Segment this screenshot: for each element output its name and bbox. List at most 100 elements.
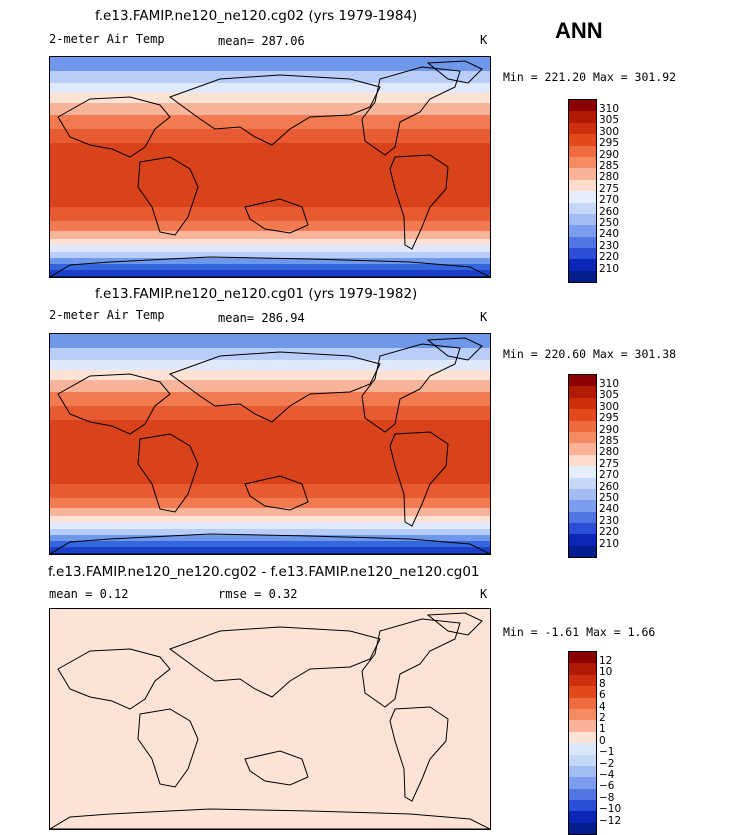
map-fill-band — [50, 392, 490, 407]
coastline — [389, 431, 449, 527]
coastline — [168, 626, 381, 698]
map-fill-band — [50, 115, 490, 130]
coastline — [57, 648, 171, 710]
colorbar-swatch — [569, 731, 596, 744]
coastline — [57, 373, 171, 435]
colorbar-swatch — [569, 743, 596, 755]
colorbar-swatch — [569, 134, 596, 146]
colorbar-swatch — [569, 375, 596, 387]
colorbar-swatch — [569, 811, 596, 823]
panel3-rmse: rmse = 0.32 — [218, 587, 298, 601]
panel1-variable-label: 2-meter Air Temp — [49, 32, 165, 46]
colorbar-tick-label: 295 — [599, 137, 620, 150]
colorbar-tick-label: 300 — [599, 125, 620, 138]
colorbar-tick-label: 220 — [599, 251, 620, 264]
colorbar-tick-label: 210 — [599, 262, 620, 275]
map-fill-band — [50, 804, 490, 811]
map-fill-band — [50, 83, 490, 94]
coastline — [426, 60, 483, 84]
map-fill-band — [50, 239, 490, 246]
colorbar-tick-label: 305 — [599, 114, 620, 127]
panel2-minmax: Min = 220.60 Max = 301.38 — [503, 347, 677, 361]
panel3-map — [49, 608, 491, 830]
colorbar-tick-label: 280 — [599, 446, 620, 459]
colorbar-tick-label: 260 — [599, 205, 620, 218]
colorbar-swatch — [569, 420, 596, 432]
coastline — [50, 808, 490, 829]
panel1-colorbar — [568, 99, 597, 284]
colorbar-tick-label: 10 — [599, 666, 613, 679]
colorbar-tick-label: 285 — [599, 160, 620, 173]
map-fill-band — [50, 773, 490, 784]
map-fill-band — [50, 258, 490, 265]
colorbar-tick-label: −4 — [599, 769, 615, 782]
panel3-colorbar-ticks: 12 10 8 6 4 2 1 0 −1 −2 −4 −6 −8 −10 −12 — [599, 655, 622, 827]
panel2-variable-label: 2-meter Air Temp — [49, 308, 165, 322]
colorbar-swatch — [569, 213, 596, 226]
colorbar-tick-label: 300 — [599, 400, 620, 413]
coastline — [361, 618, 461, 708]
panel1-colorbar-ticks: 310 305 300 295 290 285 280 275 270 260 250 240 230 2… — [599, 103, 620, 275]
colorbar-tick-label: −10 — [599, 803, 622, 816]
colorbar-tick-label: 230 — [599, 239, 620, 252]
colorbar-tick-label: −6 — [599, 780, 615, 793]
coastline — [57, 96, 171, 158]
colorbar-tick-label: 305 — [599, 389, 620, 402]
coastline — [137, 156, 199, 236]
colorbar-tick-label: 285 — [599, 435, 620, 448]
panel3-colorbar — [568, 651, 597, 835]
colorbar-swatch — [569, 720, 596, 732]
colorbar-tick-label: 275 — [599, 457, 620, 470]
coastline — [389, 154, 449, 250]
colorbar-tick-label: 210 — [599, 537, 620, 550]
map-fill-band — [50, 484, 490, 499]
colorbar-tick-label: 220 — [599, 526, 620, 539]
map-fill-band — [50, 370, 490, 381]
map-fill-band — [50, 231, 490, 240]
map-fill-band — [50, 535, 490, 542]
panel3-mean: mean = 0.12 — [49, 587, 129, 601]
map-fill-band — [50, 655, 490, 668]
map-fill-band — [50, 57, 490, 72]
map-fill-band — [50, 93, 490, 104]
colorbar-tick-label: 230 — [599, 514, 620, 527]
coastline — [426, 337, 483, 361]
coastline — [244, 750, 309, 786]
colorbar-tick-label: 270 — [599, 194, 620, 207]
panel2-colorbar — [568, 374, 597, 559]
colorbar-tick-label: 240 — [599, 503, 620, 516]
panel1-units: K — [480, 33, 488, 47]
colorbar-swatch — [569, 248, 596, 260]
colorbar-tick-label: 310 — [599, 103, 620, 115]
colorbar-swatch — [569, 511, 596, 524]
map-fill-band — [50, 681, 490, 696]
map-fill-band — [50, 129, 490, 144]
colorbar-tick-label: 250 — [599, 492, 620, 505]
colorbar-swatch — [569, 708, 596, 721]
map-fill-band — [50, 207, 490, 222]
colorbar-swatch — [569, 397, 596, 410]
colorbar-tick-label: 260 — [599, 480, 620, 493]
colorbar-tick-label: 8 — [599, 677, 606, 690]
panel2-colorbar-ticks: 310 305 300 295 290 285 280 275 270 260 250 240 230 2… — [599, 378, 620, 550]
coastline — [168, 74, 381, 146]
panel1-title: f.e13.FAMIP.ne120_ne120.cg02 (yrs 1979-1… — [95, 8, 418, 24]
colorbar-tick-label: −2 — [599, 757, 615, 770]
map-fill-band — [50, 103, 490, 116]
colorbar-tick-label: 4 — [599, 700, 606, 713]
colorbar-swatch — [569, 202, 596, 214]
colorbar-swatch — [569, 686, 596, 698]
map-fill-band — [50, 541, 490, 548]
colorbar-swatch — [569, 259, 596, 271]
panel3-title: f.e13.FAMIP.ne120_ne120.cg02 - f.e13.FAM… — [48, 564, 480, 580]
colorbar-swatch — [569, 100, 596, 112]
coastline — [244, 198, 309, 234]
colorbar-swatch — [569, 652, 596, 664]
panel1-mean: mean= 287.06 — [218, 34, 305, 48]
colorbar-swatch — [569, 800, 596, 812]
colorbar-tick-label: 310 — [599, 378, 620, 390]
colorbar-swatch — [569, 168, 596, 180]
map-fill-band — [50, 822, 490, 829]
coastline — [244, 475, 309, 511]
colorbar-swatch — [569, 122, 596, 135]
